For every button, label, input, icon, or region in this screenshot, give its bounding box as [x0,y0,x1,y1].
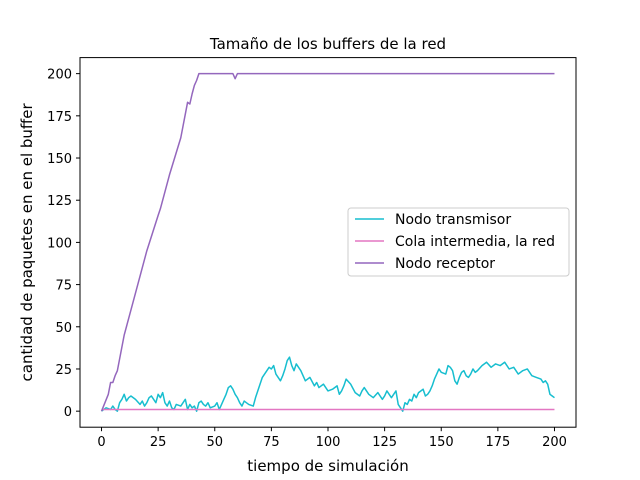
x-tick-label: 175 [485,435,510,450]
series-line-2 [100,72,555,412]
chart-title: Tamaño de los buffers de la red [209,35,446,53]
plot-lines [100,72,555,412]
x-tick-label: 125 [372,435,397,450]
x-axis: 0 25 50 75 100 125 150 175 200 [97,427,567,450]
y-tick-label: 125 [47,194,72,209]
y-tick-label: 75 [55,279,72,294]
x-tick-label: 50 [206,435,223,450]
legend-label-2: Nodo receptor [395,256,495,272]
y-tick-label: 150 [47,152,72,167]
x-tick-label: 100 [316,435,341,450]
y-tick-label: 100 [47,236,72,251]
y-tick-label: 50 [55,321,72,336]
legend-label-1: Cola intermedia, la red [395,234,555,250]
y-tick-label: 200 [47,68,72,83]
x-tick-label: 200 [542,435,567,450]
legend: Nodo transmisor Cola intermedia, la red No… [347,207,570,277]
y-axis-label: cantidad de paquetes en en el buffer [18,103,36,382]
legend-box [347,207,570,277]
y-tick-label: 0 [64,405,72,420]
x-tick-label: 0 [97,435,105,450]
x-axis-label: tiempo de simulación [247,457,408,475]
legend-label-0: Nodo transmisor [395,212,511,228]
x-tick-label: 75 [263,435,280,450]
x-tick-label: 25 [150,435,167,450]
series-line-0 [101,356,555,412]
x-tick-label: 150 [429,435,454,450]
y-tick-label: 175 [47,110,72,125]
y-axis: 0 25 50 75 100 125 150 175 200 [47,68,80,420]
y-tick-label: 25 [55,363,72,378]
